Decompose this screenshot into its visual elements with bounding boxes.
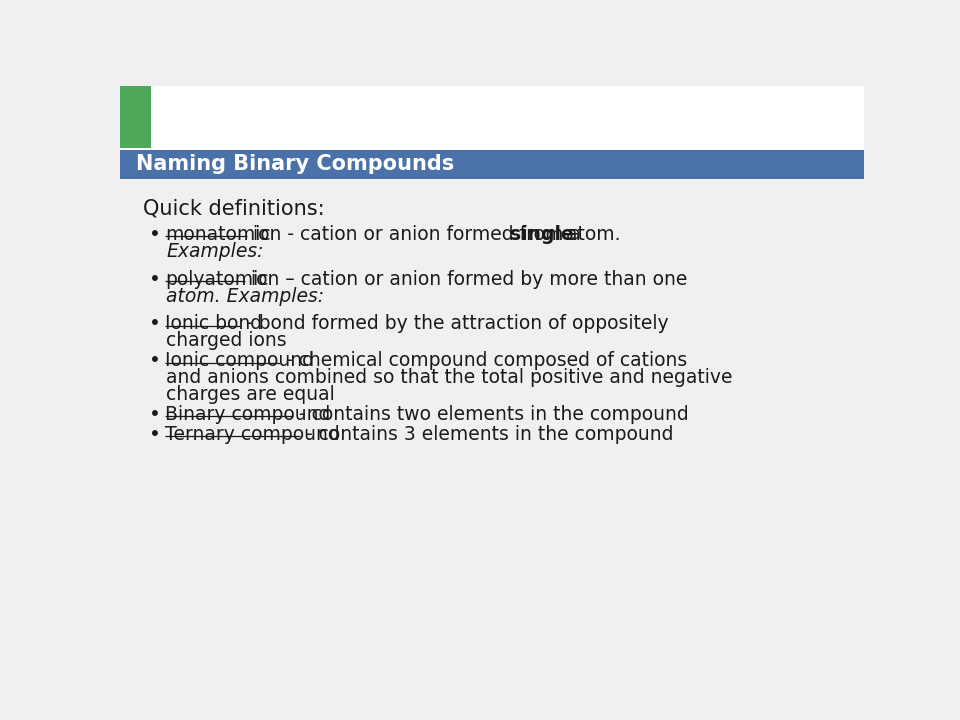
Text: - contains two elements in the compound: - contains two elements in the compound — [293, 405, 689, 424]
Text: charged ions: charged ions — [166, 331, 287, 350]
Text: ion – cation or anion formed by more than one: ion – cation or anion formed by more tha… — [245, 270, 687, 289]
Text: Ternary compound: Ternary compound — [165, 426, 340, 444]
Text: •: • — [150, 405, 161, 424]
Text: charges are equal: charges are equal — [166, 385, 335, 404]
Bar — [120, 179, 864, 641]
Text: •: • — [150, 270, 161, 289]
Text: - contains 3 elements in the compound: - contains 3 elements in the compound — [300, 426, 674, 444]
Text: atom.: atom. — [560, 225, 620, 244]
Text: Binary compound: Binary compound — [165, 405, 330, 424]
Bar — [151, 86, 368, 148]
Text: Ionic compound: Ionic compound — [165, 351, 314, 370]
Text: polyatomic: polyatomic — [165, 270, 269, 289]
Text: - bond formed by the attraction of oppositely: - bond formed by the attraction of oppos… — [240, 315, 669, 333]
Bar — [120, 150, 864, 179]
Text: •: • — [150, 426, 161, 444]
Text: •: • — [150, 315, 161, 333]
Text: Ionic bond: Ionic bond — [165, 315, 262, 333]
Text: and anions combined so that the total positive and negative: and anions combined so that the total po… — [166, 368, 733, 387]
Bar — [120, 86, 151, 148]
Text: - chemical compound composed of cations: - chemical compound composed of cations — [280, 351, 687, 370]
Bar — [120, 86, 864, 162]
Text: single: single — [510, 225, 574, 244]
Text: Quick definitions:: Quick definitions: — [143, 199, 324, 219]
Text: •: • — [150, 351, 161, 370]
Text: ion - cation or anion formed from a: ion - cation or anion formed from a — [247, 225, 587, 244]
Text: atom. Examples:: atom. Examples: — [166, 287, 324, 305]
Text: Examples:: Examples: — [166, 242, 264, 261]
Text: Naming Binary Compounds: Naming Binary Compounds — [135, 154, 454, 174]
Text: monatomic: monatomic — [165, 225, 271, 244]
Text: •: • — [150, 225, 161, 244]
